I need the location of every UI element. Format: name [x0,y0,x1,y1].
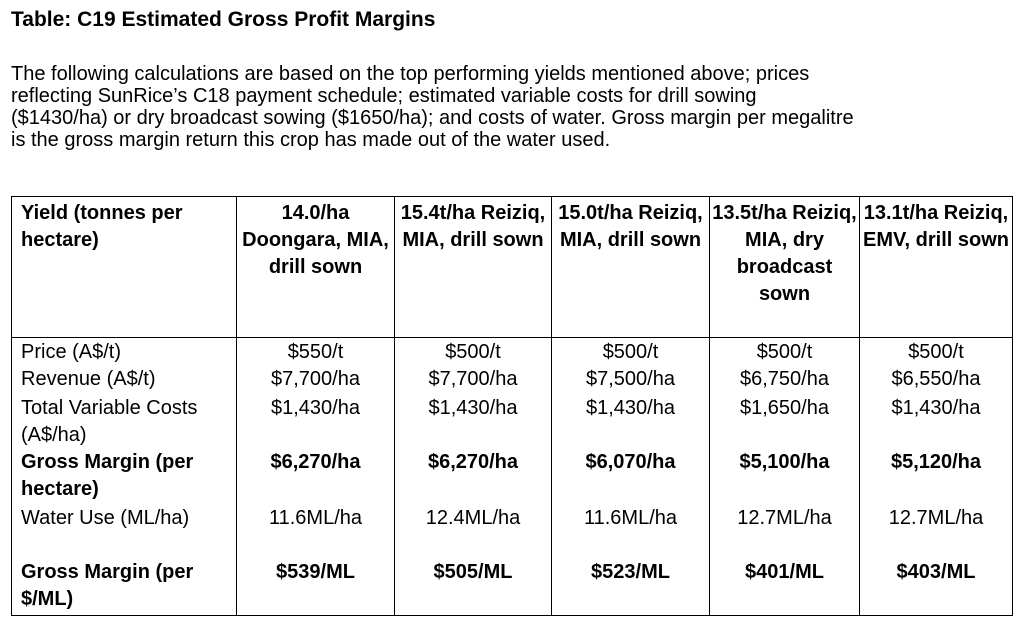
intro-line: The following calculations are based on … [11,63,810,85]
table-cell: $7,700/ha [394,366,552,395]
table-cell: $500/t [859,337,1013,366]
table-cell: $6,070/ha [551,449,710,505]
table-row-gross-margin-per-hectare: Gross Margin (per hectare) $6,270/ha $6,… [11,449,1013,505]
intro-paragraph: The following calculations are based on … [11,63,1011,151]
table-cell: $7,500/ha [551,366,710,395]
table-cell: $1,650/ha [709,395,860,449]
row-label: Revenue (A$/t) [11,366,237,395]
table-cell: 12.4ML/ha [394,505,552,559]
table-row-gross-margin-per-ml: Gross Margin (per $/ML) $539/ML $505/ML … [11,559,1013,616]
row-label: Gross Margin (per $/ML) [11,559,237,616]
row-label: Water Use (ML/ha) [11,505,237,559]
table-cell: $500/t [709,337,860,366]
table-title: Table: C19 Estimated Gross Profit Margin… [11,8,436,31]
table-cell: 12.7ML/ha [709,505,860,559]
table-cell: $6,270/ha [394,449,552,505]
header-cell: 13.1t/ha Reiziq, EMV, drill sown [859,196,1013,338]
table-cell: $550/t [236,337,395,366]
table-cell: $500/t [551,337,710,366]
row-label: Gross Margin (per hectare) [11,449,237,505]
table-cell: 11.6ML/ha [236,505,395,559]
table-cell: $6,270/ha [236,449,395,505]
table-cell: $539/ML [236,559,395,616]
table-row-total-variable-costs: Total Variable Costs (A$/ha) $1,430/ha $… [11,395,1013,449]
table-row-revenue: Revenue (A$/t) $7,700/ha $7,700/ha $7,50… [11,366,1013,395]
table-cell: $500/t [394,337,552,366]
table-cell: $401/ML [709,559,860,616]
header-cell: 14.0/ha Doongara, MIA, drill sown [236,196,395,338]
table-cell: $1,430/ha [236,395,395,449]
intro-line: reflecting SunRice’s C18 payment schedul… [11,85,757,107]
table-row-price: Price (A$/t) $550/t $500/t $500/t $500/t… [11,337,1013,366]
row-label: Total Variable Costs (A$/ha) [11,395,237,449]
row-label: Price (A$/t) [11,337,237,366]
table-cell: $5,100/ha [709,449,860,505]
table-cell: $505/ML [394,559,552,616]
table-row-water-use: Water Use (ML/ha) 11.6ML/ha 12.4ML/ha 11… [11,505,1013,559]
table-header-row: Yield (tonnes per hectare) 14.0/ha Doong… [11,196,1013,338]
intro-line: ($1430/ha) or dry broadcast sowing ($165… [11,107,854,129]
table-cell: $1,430/ha [394,395,552,449]
intro-line: is the gross margin return this crop has… [11,129,611,151]
table-cell: $7,700/ha [236,366,395,395]
table-cell: $1,430/ha [551,395,710,449]
table-cell: $6,550/ha [859,366,1013,395]
table-cell: 12.7ML/ha [859,505,1013,559]
table-cell: $6,750/ha [709,366,860,395]
table-cell: 11.6ML/ha [551,505,710,559]
table-cell: $403/ML [859,559,1013,616]
gross-margin-table: Yield (tonnes per hectare) 14.0/ha Doong… [11,196,1013,616]
header-label-cell: Yield (tonnes per hectare) [11,196,237,338]
header-cell: 13.5t/ha Reiziq, MIA, dry broadcast sown [709,196,860,338]
header-cell: 15.0t/ha Reiziq, MIA, drill sown [551,196,710,338]
table-cell: $1,430/ha [859,395,1013,449]
header-cell: 15.4t/ha Reiziq, MIA, drill sown [394,196,552,338]
table-cell: $5,120/ha [859,449,1013,505]
table-cell: $523/ML [551,559,710,616]
